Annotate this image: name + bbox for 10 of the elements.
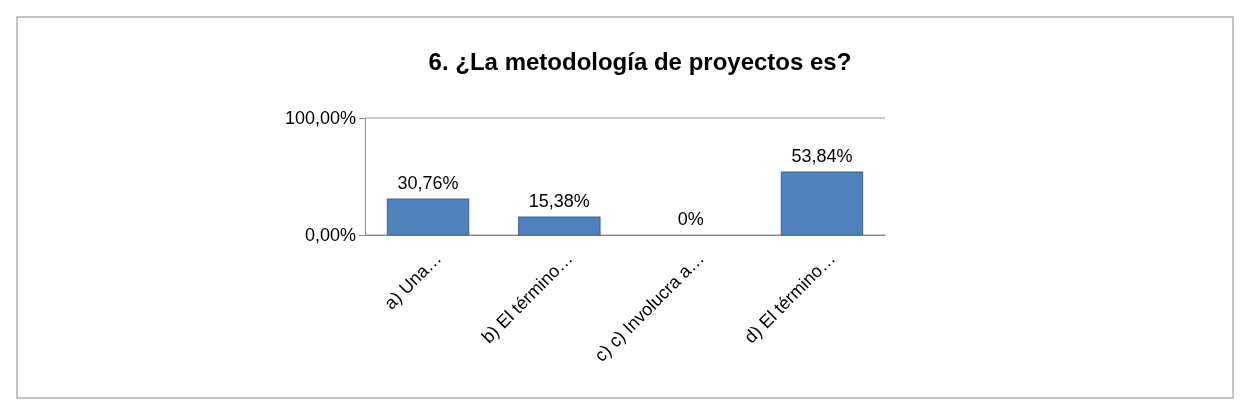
chart-title: 6. ¿La metodología de proyectos es? (428, 48, 852, 75)
y-tick-label: 0,00% (304, 225, 356, 246)
data-label: 15,38% (528, 191, 590, 212)
data-label: 53,84% (791, 146, 853, 167)
bar (386, 198, 470, 236)
y-tick-label: 100,00% (284, 108, 356, 129)
data-label: 30,76% (397, 173, 459, 194)
bar (780, 171, 864, 236)
bar (518, 216, 601, 236)
data-label: 0% (677, 209, 704, 229)
